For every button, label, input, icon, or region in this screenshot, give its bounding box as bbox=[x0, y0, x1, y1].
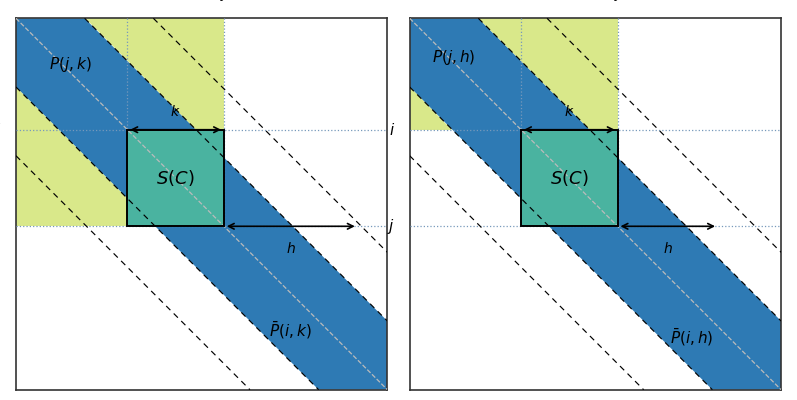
Polygon shape bbox=[521, 130, 618, 226]
Text: $k$: $k$ bbox=[171, 104, 181, 118]
Text: $i$: $i$ bbox=[124, 0, 131, 4]
Text: $P(j,h)$: $P(j,h)$ bbox=[432, 48, 475, 67]
Text: $P(j,k)$: $P(j,k)$ bbox=[49, 56, 92, 74]
Text: $k$: $k$ bbox=[564, 104, 575, 118]
Polygon shape bbox=[16, 87, 155, 226]
Text: $S(C)$: $S(C)$ bbox=[156, 168, 195, 188]
Text: $S(C)$: $S(C)$ bbox=[550, 168, 589, 188]
Polygon shape bbox=[128, 130, 224, 226]
Polygon shape bbox=[16, 18, 387, 390]
Polygon shape bbox=[478, 18, 618, 130]
Text: $\bar{P}(i,h)$: $\bar{P}(i,h)$ bbox=[670, 327, 713, 348]
Text: $i$: $i$ bbox=[389, 122, 395, 138]
Bar bbox=[128, 130, 224, 226]
Text: $h$: $h$ bbox=[286, 241, 296, 256]
Polygon shape bbox=[410, 87, 453, 130]
Text: $i$: $i$ bbox=[0, 122, 1, 138]
Text: $\bar{P}(i,k)$: $\bar{P}(i,k)$ bbox=[269, 320, 312, 341]
Polygon shape bbox=[410, 18, 781, 390]
Bar bbox=[521, 130, 618, 226]
Text: $j$: $j$ bbox=[0, 217, 1, 236]
Polygon shape bbox=[16, 18, 387, 390]
Text: $j$: $j$ bbox=[387, 217, 395, 236]
Text: $i$: $i$ bbox=[518, 0, 524, 4]
Text: $h$: $h$ bbox=[663, 241, 673, 256]
Text: $j$: $j$ bbox=[220, 0, 228, 4]
Polygon shape bbox=[410, 18, 781, 390]
Polygon shape bbox=[84, 18, 224, 158]
Text: $j$: $j$ bbox=[614, 0, 622, 4]
